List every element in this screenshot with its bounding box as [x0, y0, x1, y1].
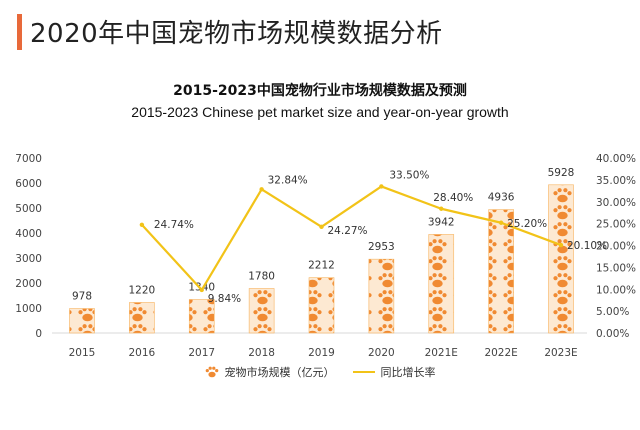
bar-value-label: 5928: [548, 167, 575, 179]
growth-value-label: 9.84%: [208, 293, 241, 305]
y-left-tick-label: 0: [35, 328, 42, 340]
bar: [188, 299, 215, 334]
growth-point: [439, 206, 444, 211]
growth-point: [319, 224, 324, 230]
chart-title: 2015-2023中国宠物行业市场规模数据及预测: [173, 83, 467, 99]
bar-value-label: 3942: [428, 216, 455, 228]
y-right-tick-label: 30.00%: [596, 197, 636, 209]
x-tick-label: 2015: [69, 347, 96, 359]
y-right-tick-label: 35.00%: [596, 175, 636, 187]
y-left-tick-label: 4000: [15, 228, 42, 240]
bar-value-label: 1220: [129, 285, 156, 297]
growth-line: [141, 185, 562, 292]
growth-value-label: 24.74%: [154, 219, 194, 231]
growth-value-label: 32.84%: [268, 174, 308, 186]
x-tick-label: 2018: [248, 347, 275, 359]
bar: [129, 302, 155, 334]
bar: [548, 184, 574, 334]
growth-value-label: 28.40%: [433, 192, 473, 204]
y-right-tick-label: 25.00%: [596, 219, 636, 231]
bar: [248, 288, 275, 334]
bar: [368, 258, 395, 334]
growth-point: [139, 222, 145, 227]
growth-point: [558, 242, 564, 248]
y-left-tick-label: 7000: [15, 153, 42, 165]
y-left-tick-label: 6000: [15, 178, 42, 190]
x-tick-label: 2022E: [484, 347, 517, 359]
bar-value-label: 2953: [368, 241, 395, 253]
legend-item-market-size: 宠物市场规模（亿元）: [205, 364, 335, 380]
y-right-tick-label: 15.00%: [596, 262, 636, 274]
bar-value-label: 978: [72, 291, 92, 303]
growth-point: [259, 187, 264, 192]
bar-value-label: 2212: [308, 260, 335, 272]
legend-item-growth: 同比增长率: [352, 364, 436, 380]
growth-value-label: 20.10%: [567, 240, 607, 252]
bar: [428, 234, 455, 334]
growth-value-label: 33.50%: [389, 169, 429, 181]
paw-icon: [205, 366, 218, 378]
y-left-tick-label: 2000: [15, 278, 42, 290]
chart-subtitle: 2015-2023 Chinese pet market size and ye…: [131, 104, 509, 120]
y-left-tick-label: 5000: [15, 203, 42, 215]
bar-value-label: 1340: [188, 282, 215, 294]
growth-point: [379, 184, 384, 189]
growth-value-label: 25.20%: [507, 218, 547, 230]
x-tick-label: 2020: [368, 347, 395, 359]
growth-value-label: 24.27%: [328, 225, 368, 237]
x-tick-label: 2021E: [425, 347, 458, 359]
legend-line-swatch: [352, 371, 375, 373]
title-accent-bar: [17, 14, 22, 50]
y-left-tick-label: 3000: [15, 253, 42, 265]
x-tick-label: 2019: [308, 347, 335, 359]
y-right-tick-label: 20.00%: [596, 241, 636, 253]
y-right-tick-label: 40.00%: [596, 153, 636, 165]
x-tick-label: 2017: [188, 347, 215, 359]
bar: [69, 308, 95, 334]
chart-legend: 宠物市场规模（亿元） 同比增长率: [0, 364, 640, 380]
y-right-tick-label: 10.00%: [596, 284, 636, 296]
legend-label-growth: 同比增长率: [380, 366, 436, 379]
x-tick-label: 2016: [129, 347, 156, 359]
y-left-tick-label: 1000: [15, 303, 42, 315]
legend-label-market-size: 宠物市场规模（亿元）: [224, 366, 335, 379]
bar: [488, 209, 514, 334]
y-right-tick-label: 5.00%: [596, 306, 629, 318]
growth-point: [199, 287, 204, 293]
bar-value-label: 1780: [248, 271, 275, 283]
y-right-tick-label: 0.00%: [596, 328, 629, 340]
bar: [308, 277, 335, 334]
page-title: 2020年中国宠物市场规模数据分析: [30, 19, 443, 49]
x-tick-label: 2023E: [544, 347, 577, 359]
growth-point: [498, 220, 504, 225]
bar-value-label: 4936: [488, 192, 515, 204]
